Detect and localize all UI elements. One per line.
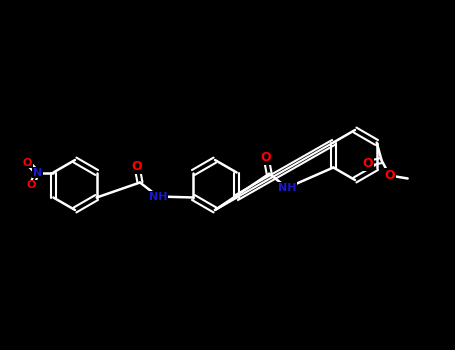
Text: O: O <box>362 157 373 170</box>
Text: O: O <box>23 158 32 168</box>
Text: O: O <box>131 160 142 173</box>
Text: O: O <box>27 181 36 190</box>
Text: N: N <box>33 168 42 177</box>
Text: NH: NH <box>278 183 296 193</box>
Text: O: O <box>384 169 395 182</box>
Text: O: O <box>261 151 272 164</box>
Text: NH: NH <box>149 191 167 202</box>
